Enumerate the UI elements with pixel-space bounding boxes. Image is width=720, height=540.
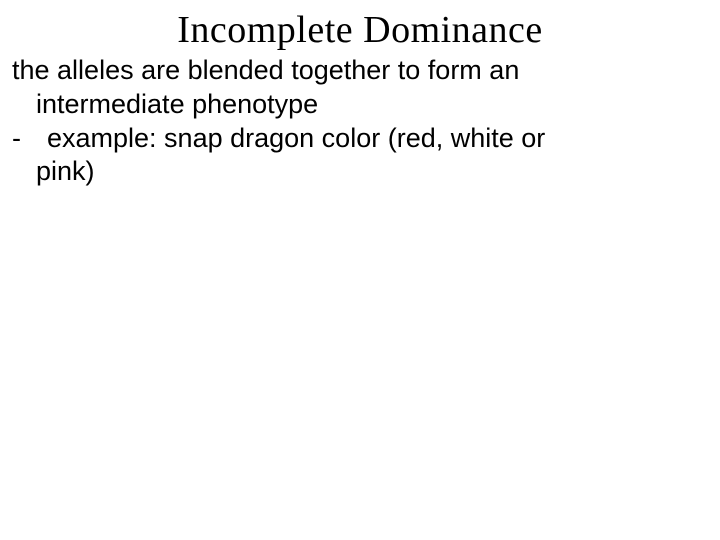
bullet-continue: pink) [12, 155, 712, 189]
slide-container: Incomplete Dominance the alleles are ble… [0, 0, 720, 540]
bullet-item: - example: snap dragon color (red, white… [12, 122, 712, 156]
bullet-dash: - [12, 122, 32, 156]
body-line-2: intermediate phenotype [12, 88, 712, 122]
slide-title: Incomplete Dominance [8, 8, 712, 52]
bullet-text: example: snap dragon color (red, white o… [32, 123, 545, 153]
body-line-1: the alleles are blended together to form… [12, 54, 712, 88]
slide-body: the alleles are blended together to form… [8, 54, 712, 189]
